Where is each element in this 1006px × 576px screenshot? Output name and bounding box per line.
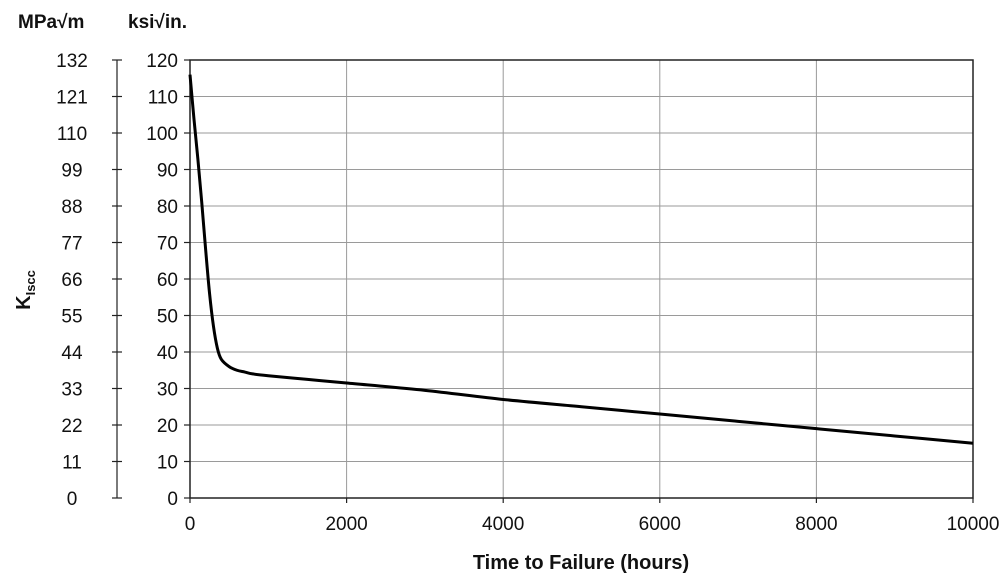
mpa-tick-label: 99 [61,161,82,182]
mpa-tick-label: 0 [67,489,78,510]
ksi-tick-label: 60 [157,270,178,291]
ksi-tick-label: 120 [146,51,178,72]
ksi-tick-label: 110 [148,88,178,109]
y-axis-label-group: KIscc [13,270,38,310]
y-axis-label-sub: Iscc [23,270,38,295]
ksi-tick-label: 40 [157,343,178,364]
ksi-tick-label: 100 [146,124,178,145]
mpa-tick-label: 33 [61,380,82,401]
ksi-tick-label: 0 [167,489,178,510]
unit-label-ksi: ksi√in. [128,12,187,33]
mpa-tick-label: 77 [61,234,82,255]
curve-layer [188,74,974,445]
ksi-tick-label: 10 [157,453,178,474]
mpa-tick-label: 22 [61,416,82,437]
svg-text:KIscc: KIscc [13,270,38,310]
x-tick-label: 6000 [639,514,681,535]
ksi-tick-label: 50 [157,307,178,328]
mpa-tick-label: 66 [61,270,82,291]
ksi-tick-label: 30 [157,380,178,401]
mpa-axis: 0 11 22 33 44 55 66 77 88 99 110 121 132 [56,51,122,510]
ksi-tick-label: 70 [157,234,178,255]
mpa-tick-label: 55 [61,307,82,328]
x-tick-label: 4000 [482,514,524,535]
unit-label-mpa: MPa√m [18,12,84,33]
x-tick-label: 8000 [795,514,837,535]
mpa-tick-label: 121 [56,88,88,109]
kiscc-curve [188,74,974,445]
ksi-axis: 0 10 20 30 40 50 60 70 80 90 100 110 120 [146,51,190,510]
y-axis-label-main: K [13,295,35,310]
x-axis: 0 2000 4000 6000 8000 10000 [185,498,1000,535]
mpa-tick-label: 44 [61,343,83,364]
x-tick-label: 10000 [947,514,1000,535]
ksi-tick-label: 80 [157,197,178,218]
grid-lines [190,60,973,498]
x-axis-label: Time to Failure (hours) [473,552,689,574]
mpa-tick-label: 132 [56,51,88,72]
x-tick-label: 2000 [325,514,367,535]
ksi-tick-label: 20 [157,416,178,437]
x-tick-label: 0 [185,514,196,535]
mpa-tick-label: 110 [57,124,87,145]
ksi-tick-label: 90 [157,161,178,182]
mpa-tick-label: 88 [61,197,82,218]
mpa-tick-label: 11 [62,453,82,474]
